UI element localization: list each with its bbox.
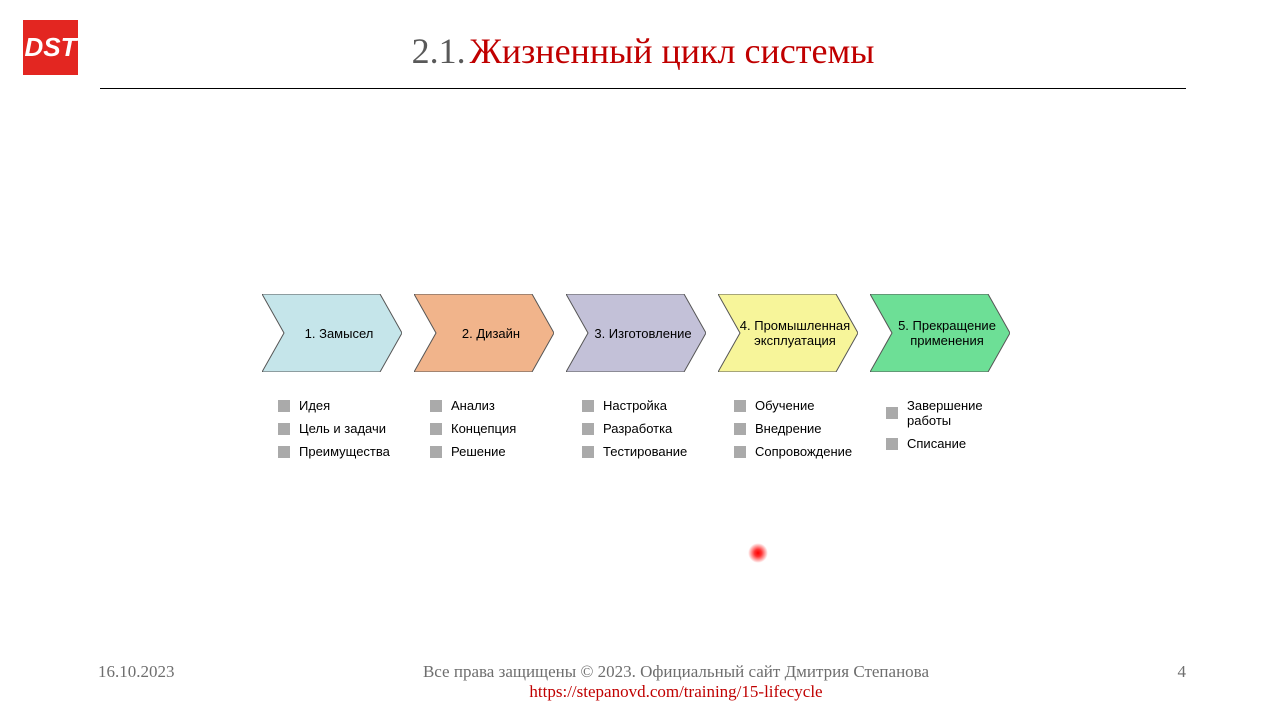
footer-copyright: Все права защищены © 2023. Официальный с… bbox=[423, 662, 929, 681]
bullet-text: Преимущества bbox=[299, 444, 390, 459]
bullet-marker-icon bbox=[278, 400, 290, 412]
bullet-marker-icon bbox=[430, 400, 442, 412]
bullet-marker-icon bbox=[278, 446, 290, 458]
bullet-text: Решение bbox=[451, 444, 506, 459]
bullet-item: Завершение работы bbox=[886, 398, 1022, 428]
laser-pointer bbox=[748, 543, 768, 563]
bullet-item: Тестирование bbox=[582, 444, 718, 459]
bullet-marker-icon bbox=[734, 423, 746, 435]
bullet-marker-icon bbox=[734, 446, 746, 458]
bullet-text: Идея bbox=[299, 398, 330, 413]
stage-label-2: 2. Дизайн bbox=[428, 294, 554, 372]
bullet-item: Цель и задачи bbox=[278, 421, 414, 436]
bullet-text: Завершение работы bbox=[907, 398, 1022, 428]
stage-bullets-5: Завершение работы Списание bbox=[870, 398, 1022, 459]
bullet-item: Решение bbox=[430, 444, 566, 459]
bullet-text: Разработка bbox=[603, 421, 672, 436]
bullet-item: Обучение bbox=[734, 398, 870, 413]
bullet-marker-icon bbox=[582, 400, 594, 412]
stage-label-3: 3. Изготовление bbox=[580, 294, 706, 372]
bullet-text: Внедрение bbox=[755, 421, 822, 436]
bullet-marker-icon bbox=[582, 446, 594, 458]
bullet-marker-icon bbox=[430, 446, 442, 458]
stage-chevron-4: 4. Промышленная эксплуатация bbox=[718, 294, 858, 372]
stage-bullets-3: Настройка Разработка Тестирование bbox=[566, 398, 718, 459]
stage-chevron-1: 1. Замысел bbox=[262, 294, 402, 372]
bullet-text: Обучение bbox=[755, 398, 814, 413]
slide-header: 2.1. Жизненный цикл системы bbox=[100, 30, 1186, 89]
lifecycle-bullets: Идея Цель и задачи Преимущества Анализ Конце… bbox=[262, 398, 1022, 459]
footer-page-number: 4 bbox=[1178, 662, 1187, 682]
logo: DST bbox=[23, 20, 78, 75]
bullet-text: Анализ bbox=[451, 398, 495, 413]
footer-center: Все права защищены © 2023. Официальный с… bbox=[175, 662, 1178, 702]
slide-title-text: Жизненный цикл системы bbox=[470, 31, 875, 71]
stage-chevron-5: 5. Прекращение применения bbox=[870, 294, 1010, 372]
bullet-item: Списание bbox=[886, 436, 1022, 451]
bullet-item: Сопровождение bbox=[734, 444, 870, 459]
footer-date: 16.10.2023 bbox=[98, 662, 175, 682]
bullet-item: Концепция bbox=[430, 421, 566, 436]
bullet-item: Идея bbox=[278, 398, 414, 413]
stage-bullets-1: Идея Цель и задачи Преимущества bbox=[262, 398, 414, 459]
bullet-text: Концепция bbox=[451, 421, 516, 436]
footer-link[interactable]: https://stepanovd.com/training/15-lifecy… bbox=[175, 682, 1178, 702]
slide-title-number: 2.1. bbox=[412, 31, 466, 71]
bullet-marker-icon bbox=[734, 400, 746, 412]
bullet-marker-icon bbox=[430, 423, 442, 435]
logo-text: DST bbox=[25, 32, 77, 63]
bullet-item: Преимущества bbox=[278, 444, 414, 459]
bullet-marker-icon bbox=[278, 423, 290, 435]
bullet-text: Сопровождение bbox=[755, 444, 852, 459]
bullet-text: Цель и задачи bbox=[299, 421, 386, 436]
bullet-marker-icon bbox=[886, 407, 898, 419]
bullet-text: Настройка bbox=[603, 398, 667, 413]
bullet-marker-icon bbox=[582, 423, 594, 435]
stage-bullets-4: Обучение Внедрение Сопровождение bbox=[718, 398, 870, 459]
bullet-item: Разработка bbox=[582, 421, 718, 436]
bullet-text: Тестирование bbox=[603, 444, 687, 459]
stage-label-5: 5. Прекращение применения bbox=[884, 294, 1010, 372]
stage-label-4: 4. Промышленная эксплуатация bbox=[732, 294, 858, 372]
slide-footer: 16.10.2023 Все права защищены © 2023. Оф… bbox=[98, 662, 1186, 702]
bullet-item: Настройка bbox=[582, 398, 718, 413]
bullet-item: Анализ bbox=[430, 398, 566, 413]
lifecycle-diagram: 1. Замысел 2. Дизайн 3. Изготовление 4. Про… bbox=[262, 294, 1010, 372]
stage-bullets-2: Анализ Концепция Решение bbox=[414, 398, 566, 459]
bullet-item: Внедрение bbox=[734, 421, 870, 436]
bullet-marker-icon bbox=[886, 438, 898, 450]
stage-label-1: 1. Замысел bbox=[276, 294, 402, 372]
stage-chevron-3: 3. Изготовление bbox=[566, 294, 706, 372]
stage-chevron-2: 2. Дизайн bbox=[414, 294, 554, 372]
bullet-text: Списание bbox=[907, 436, 966, 451]
